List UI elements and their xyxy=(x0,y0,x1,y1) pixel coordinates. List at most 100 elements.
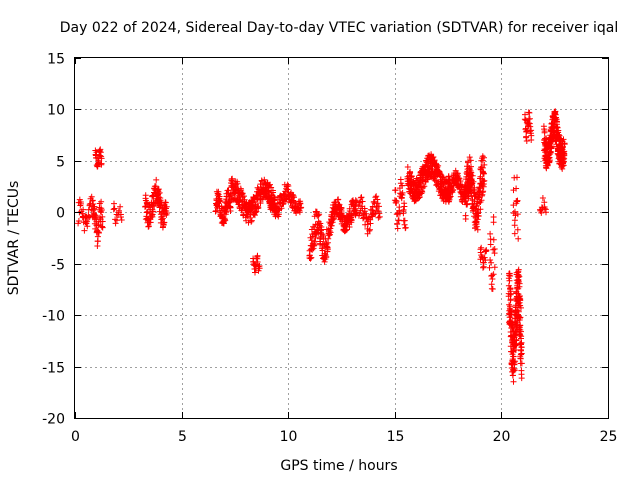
x-tick-label: 5 xyxy=(178,429,187,445)
data-point xyxy=(510,353,517,360)
data-point xyxy=(149,208,156,215)
data-point xyxy=(155,186,162,193)
data-point xyxy=(522,117,529,124)
y-tick-label: -10 xyxy=(42,309,65,325)
y-tick-label: 0 xyxy=(56,206,65,222)
data-point xyxy=(325,235,332,242)
data-point xyxy=(261,176,268,183)
data-point xyxy=(396,204,403,211)
data-point xyxy=(480,188,487,195)
data-point xyxy=(317,220,324,227)
data-point xyxy=(370,199,377,205)
data-point xyxy=(514,174,520,181)
y-tick-label: 15 xyxy=(47,52,65,68)
data-point xyxy=(245,219,252,226)
data-point xyxy=(330,215,337,222)
data-point xyxy=(88,193,95,200)
data-point xyxy=(470,178,477,185)
data-point xyxy=(517,297,524,304)
data-point xyxy=(541,205,548,212)
data-point xyxy=(523,128,530,135)
data-point xyxy=(467,157,474,164)
data-point xyxy=(99,223,106,230)
data-point xyxy=(255,204,262,211)
data-point xyxy=(508,290,514,297)
x-tick-label: 25 xyxy=(600,429,618,445)
data-point xyxy=(543,209,549,216)
data-point xyxy=(554,124,561,130)
data-point xyxy=(98,198,105,205)
data-point xyxy=(404,164,411,170)
data-point xyxy=(348,214,355,221)
data-point xyxy=(561,150,568,157)
data-point xyxy=(98,161,105,168)
data-point xyxy=(364,221,371,228)
data-point xyxy=(548,139,555,145)
data-point xyxy=(478,244,485,251)
data-point xyxy=(480,264,486,271)
data-point xyxy=(457,178,464,184)
x-tick-label: 15 xyxy=(387,429,405,445)
data-point xyxy=(222,217,229,224)
data-point xyxy=(311,224,318,231)
data-point xyxy=(321,258,328,265)
data-point xyxy=(316,211,323,218)
data-point xyxy=(164,210,171,216)
data-point xyxy=(518,360,525,367)
data-point xyxy=(490,246,497,253)
data-point xyxy=(539,195,546,201)
data-point xyxy=(561,141,568,148)
data-point xyxy=(518,350,525,357)
data-point xyxy=(513,337,520,344)
data-point xyxy=(162,199,169,206)
data-point xyxy=(430,154,437,160)
data-point xyxy=(311,238,318,245)
data-point xyxy=(515,235,522,242)
data-point xyxy=(355,202,362,209)
y-tick-label: -5 xyxy=(51,258,65,274)
data-point xyxy=(523,138,530,144)
data-point xyxy=(99,218,106,225)
data-point xyxy=(489,286,496,292)
data-point xyxy=(118,217,125,223)
data-point xyxy=(290,192,297,199)
data-point xyxy=(407,169,414,176)
data-point xyxy=(147,219,154,226)
data-point xyxy=(254,259,261,265)
data-point xyxy=(454,171,461,178)
data-point xyxy=(248,218,255,225)
data-point xyxy=(528,127,535,134)
data-point xyxy=(343,226,350,233)
data-point xyxy=(512,358,519,365)
data-point xyxy=(490,236,497,243)
data-point xyxy=(256,265,263,272)
data-point xyxy=(490,219,497,226)
data-point xyxy=(297,205,304,212)
data-point xyxy=(474,226,481,233)
data-point xyxy=(296,209,303,216)
data-point xyxy=(408,174,414,181)
x-tick-label: 0 xyxy=(71,429,80,445)
data-point xyxy=(77,200,84,207)
data-point xyxy=(507,285,514,292)
data-point xyxy=(514,211,521,218)
data-point xyxy=(491,246,498,252)
data-point xyxy=(296,201,302,208)
data-point xyxy=(324,246,331,253)
data-point xyxy=(163,203,170,210)
data-point xyxy=(518,304,524,311)
x-tick-label: 10 xyxy=(280,429,298,445)
data-point xyxy=(367,226,373,233)
data-point xyxy=(308,254,315,261)
data-point xyxy=(84,223,91,230)
data-point xyxy=(522,111,528,118)
y-tick-label: -15 xyxy=(42,361,65,377)
data-point xyxy=(112,220,119,227)
data-point xyxy=(220,220,227,227)
data-point xyxy=(376,203,382,210)
x-tick-label: 20 xyxy=(493,429,511,445)
data-point xyxy=(490,214,497,220)
data-point xyxy=(315,212,322,219)
data-point xyxy=(217,198,224,204)
data-points xyxy=(75,108,568,385)
